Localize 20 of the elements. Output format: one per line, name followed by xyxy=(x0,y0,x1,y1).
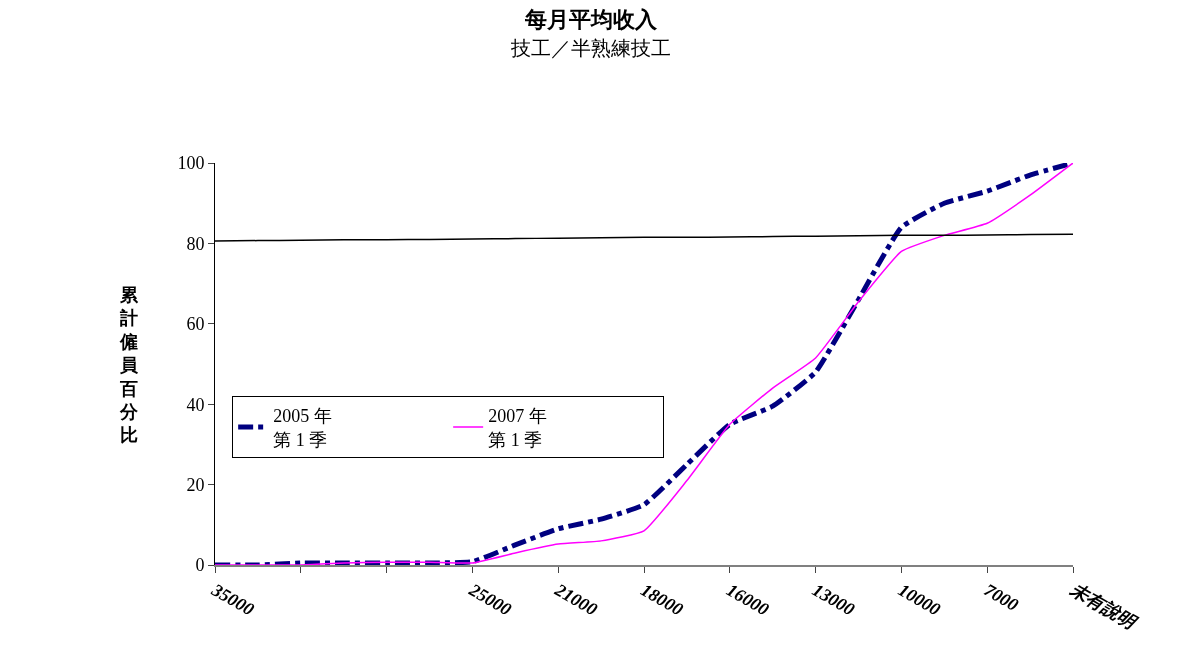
legend-label: 2005 年第 1 季 xyxy=(273,406,332,450)
x-tick-label: 18000 xyxy=(637,579,687,620)
y-tick-label: 60 xyxy=(186,314,205,335)
x-tick-label: 10000 xyxy=(894,579,944,620)
x-tick-label: 13000 xyxy=(809,579,859,620)
chart-subtitle: 技工／半熟練技工 xyxy=(509,37,671,60)
y-tick-label: 80 xyxy=(186,233,205,254)
y-tick-label: 100 xyxy=(177,153,205,174)
y-tick-label: 0 xyxy=(195,555,205,576)
chart-title: 每月平均收入 xyxy=(523,6,658,32)
x-tick-label: 16000 xyxy=(723,579,773,620)
x-tick-label: 21000 xyxy=(550,579,601,620)
y-tick-label: 40 xyxy=(186,394,205,415)
x-tick-label: 7000 xyxy=(980,579,1022,615)
legend-label: 2007 年第 1 季 xyxy=(488,406,547,450)
y-axis-title: 累計僱員百分比 xyxy=(119,284,139,446)
x-tick-label: 35000 xyxy=(207,579,258,620)
x-tick-label: 未有說明 xyxy=(1065,579,1142,635)
x-tick-label: 25000 xyxy=(465,579,515,620)
y-tick-label: 20 xyxy=(186,474,205,495)
